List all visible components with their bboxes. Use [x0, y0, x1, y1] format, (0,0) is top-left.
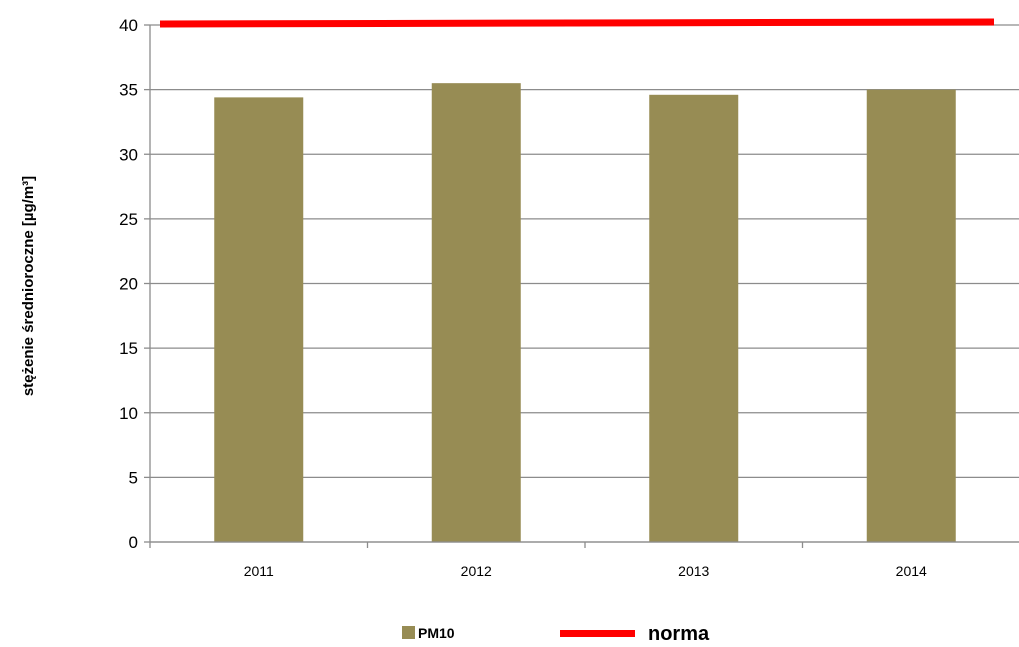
legend-label-pm10: PM10	[418, 625, 455, 641]
y-tick-label: 20	[119, 275, 138, 294]
bar-2012	[431, 83, 521, 542]
y-tick-label: 30	[119, 145, 138, 164]
y-tick-label: 15	[119, 339, 138, 358]
bar-layer	[214, 83, 956, 543]
tick-layer: 0 5 10 15 20 25 30 35 40 2011 2012 2013 2014	[119, 16, 927, 579]
line-layer	[159, 18, 995, 28]
norma-line	[159, 18, 995, 28]
legend: PM10 norma	[402, 623, 710, 645]
x-tick-label: 2014	[896, 563, 927, 579]
bar-2014	[866, 89, 956, 542]
x-tick-label: 2012	[461, 563, 492, 579]
y-tick-label: 25	[119, 210, 138, 229]
y-tick-label: 5	[129, 468, 138, 487]
legend-label-norma: norma	[648, 623, 710, 642]
y-tick-label: 35	[119, 81, 138, 100]
bar-2013	[649, 94, 739, 543]
y-axis-label: stężenie średnioroczne [µg/m³]	[20, 176, 37, 396]
y-tick-label: 0	[129, 533, 138, 552]
y-tick-label: 10	[119, 404, 138, 423]
legend-swatch-pm10	[402, 626, 415, 639]
legend-swatch-norma	[560, 630, 635, 637]
bar-2011	[214, 97, 304, 542]
x-tick-label: 2011	[244, 563, 274, 579]
x-tick-label: 2013	[678, 563, 709, 579]
y-tick-label: 40	[119, 16, 138, 35]
axis-layer	[144, 24, 1019, 548]
